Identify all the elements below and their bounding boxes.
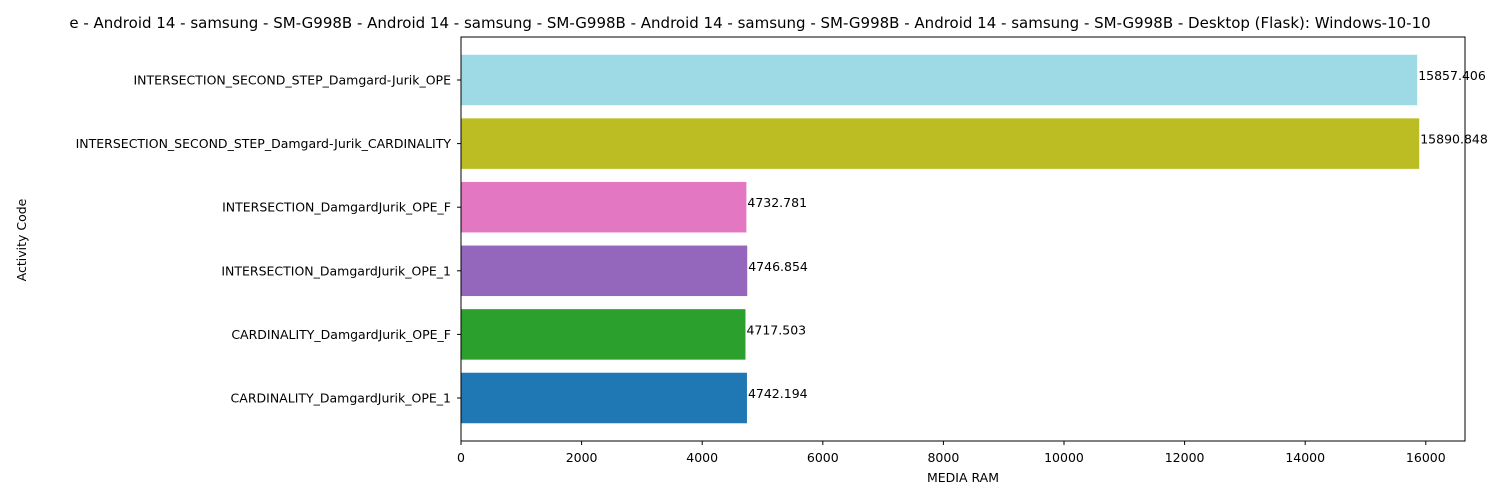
bar-value-label: 4717.503 — [746, 322, 806, 337]
bar-value-label: 4742.194 — [748, 386, 808, 401]
bar-2 — [461, 309, 746, 360]
plot-frame — [460, 36, 1466, 442]
x-axis-ticks: 0 2000 4000 6000 8000 10000 12000 14000 16000 — [457, 441, 1446, 465]
x-tick-label: 6000 — [807, 450, 839, 465]
bar-3 — [461, 245, 748, 297]
y-tick-label: INTERSECTION_DamgardJurik_OPE_1 — [221, 263, 451, 278]
y-axis-ticks: CARDINALITY_DamgardJurik_OPE_1 CARDINALIT… — [76, 73, 461, 406]
x-tick-label: 12000 — [1165, 450, 1205, 465]
bar-1 — [461, 372, 747, 424]
x-tick-label: 16000 — [1406, 450, 1446, 465]
bar-value-label: 4746.854 — [748, 259, 808, 274]
y-tick-label: INTERSECTION_SECOND_STEP_Damgard-Jurik_C… — [76, 136, 452, 151]
x-tick-label: 10000 — [1044, 450, 1084, 465]
bar-value-label: 4732.781 — [747, 195, 807, 210]
bar-value-label: 15857.406 — [1418, 68, 1486, 83]
x-tick-label: 4000 — [686, 450, 718, 465]
x-tick-label: 2000 — [566, 450, 598, 465]
bar-value-label: 15890.848 — [1420, 132, 1488, 147]
bar-6 — [461, 54, 1418, 106]
value-labels-group: 4742.194 4717.503 4746.854 4732.781 15890.84… — [746, 68, 1487, 401]
x-tick-label: 0 — [457, 450, 465, 465]
y-tick-label: CARDINALITY_DamgardJurik_OPE_1 — [231, 391, 451, 406]
bars-group — [461, 54, 1420, 424]
chart-title: e - Android 14 - samsung - SM-G998B - An… — [69, 14, 1430, 32]
x-tick-label: 8000 — [927, 450, 959, 465]
x-axis-label: MEDIA RAM — [927, 470, 999, 485]
y-tick-label: CARDINALITY_DamgardJurik_OPE_F — [231, 327, 451, 342]
bar-4 — [461, 181, 747, 233]
y-axis-label: Activity Code — [14, 198, 29, 281]
bar-5 — [461, 118, 1420, 169]
y-tick-label: INTERSECTION_SECOND_STEP_Damgard-Jurik_O… — [133, 73, 451, 88]
y-tick-label: INTERSECTION_DamgardJurik_OPE_F — [222, 200, 451, 215]
x-tick-label: 14000 — [1285, 450, 1325, 465]
